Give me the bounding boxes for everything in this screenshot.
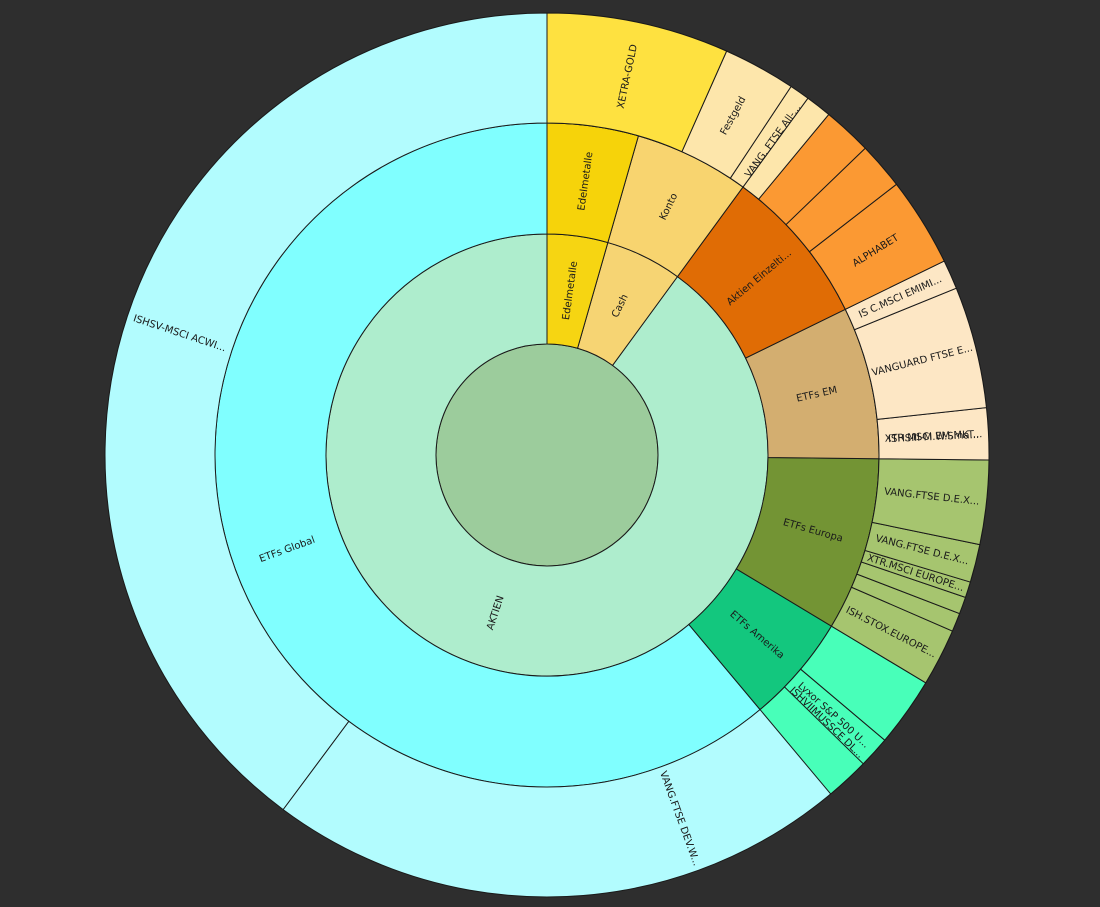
sunburst-label-xtr-msci-em-mkt: XTR.MSCI EM.MKT... — [885, 429, 983, 445]
sunburst-segment-xetra-gold[interactable] — [546, 12, 728, 153]
sunburst-segment-xtr-msci-em-mkt[interactable] — [876, 407, 990, 461]
sunburst-segment-ishsv-msci-acwi[interactable] — [104, 12, 548, 811]
sunburst-segment-einzeltitel-4[interactable] — [742, 97, 830, 200]
sunburst-segment-alphabet[interactable] — [808, 183, 945, 310]
sunburst-segment-xtr-msci-europe[interactable] — [860, 549, 971, 599]
sunburst-label-ishsiii-m-w-sma: ISHSIII-M.W.Sma... — [888, 430, 980, 445]
sunburst-segment-europa-small-2[interactable] — [856, 561, 967, 615]
sunburst-segment-einzeltitel-3[interactable] — [757, 113, 866, 226]
sunburst-segment-konto-small[interactable] — [729, 85, 809, 188]
sunburst-segment-is-c-msci-emimi[interactable] — [844, 260, 957, 331]
sunburst-segment-europa-small-1[interactable] — [850, 573, 961, 632]
sunburst-segment-amerika-small[interactable] — [799, 625, 927, 741]
sunburst-segment-vanguard-ftse-e[interactable] — [853, 287, 988, 420]
sunburst-segment-ish-stox-europe[interactable] — [830, 586, 954, 684]
sunburst-segment-festgeld[interactable] — [681, 50, 792, 179]
sunburst-segment-lyxor-sp-500[interactable] — [783, 668, 886, 765]
sunburst-segment-vang-ftse-dex-1[interactable] — [871, 458, 990, 546]
sunburst-segment-einzeltitel-2[interactable] — [785, 147, 898, 253]
sunburst-center — [435, 343, 659, 567]
sunburst-segment-vang-ftse-dex-2[interactable] — [864, 521, 981, 583]
